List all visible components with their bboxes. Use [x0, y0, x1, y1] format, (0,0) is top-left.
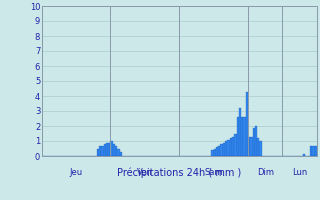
- Bar: [106, 142, 108, 156]
- Text: Sam: Sam: [204, 168, 223, 177]
- Bar: [315, 146, 317, 156]
- Bar: [312, 146, 315, 156]
- Bar: [310, 146, 312, 156]
- Bar: [120, 152, 122, 156]
- Bar: [108, 142, 110, 156]
- Bar: [223, 142, 225, 156]
- Bar: [257, 138, 260, 156]
- Text: Jeu: Jeu: [69, 168, 83, 177]
- X-axis label: Précipitations 24h ( mm ): Précipitations 24h ( mm ): [117, 167, 241, 178]
- Bar: [218, 146, 220, 156]
- Bar: [241, 117, 244, 156]
- Bar: [246, 92, 248, 156]
- Bar: [211, 150, 214, 156]
- Bar: [230, 138, 232, 156]
- Bar: [113, 144, 115, 156]
- Bar: [225, 141, 227, 156]
- Bar: [244, 117, 246, 156]
- Text: Lun: Lun: [292, 168, 307, 177]
- Bar: [248, 137, 250, 156]
- Bar: [216, 147, 218, 156]
- Text: Dim: Dim: [257, 168, 274, 177]
- Bar: [101, 146, 104, 156]
- Text: Ven: Ven: [137, 168, 153, 177]
- Bar: [252, 128, 255, 156]
- Bar: [110, 141, 113, 156]
- Bar: [117, 148, 120, 156]
- Bar: [260, 141, 262, 156]
- Bar: [236, 117, 239, 156]
- Bar: [99, 146, 101, 156]
- Bar: [303, 154, 305, 156]
- Bar: [115, 146, 117, 156]
- Bar: [227, 140, 230, 156]
- Bar: [104, 144, 106, 156]
- Bar: [97, 148, 99, 156]
- Bar: [250, 137, 252, 156]
- Bar: [234, 134, 236, 156]
- Bar: [239, 108, 241, 156]
- Bar: [214, 148, 216, 156]
- Bar: [220, 144, 223, 156]
- Bar: [232, 137, 234, 156]
- Bar: [255, 126, 257, 156]
